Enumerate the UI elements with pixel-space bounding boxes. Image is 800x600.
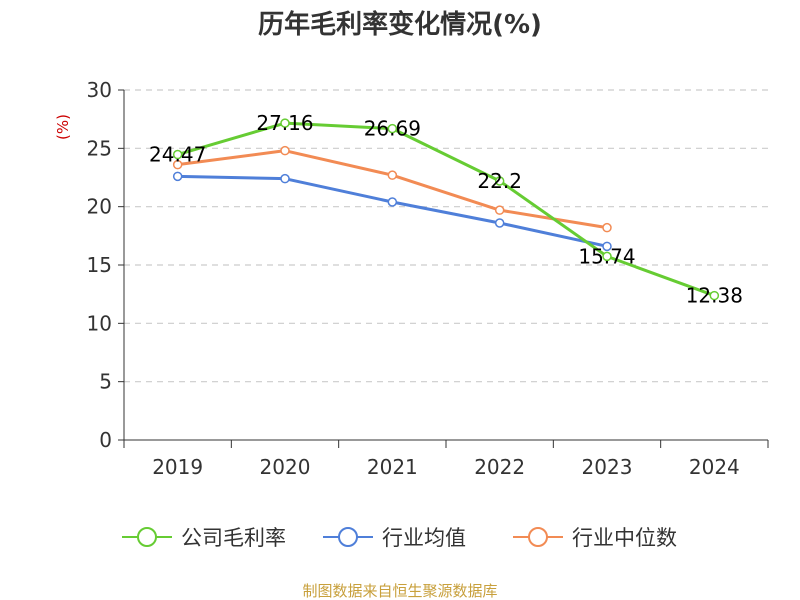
- data-point: [387, 197, 398, 207]
- x-tick-label: 2022: [474, 455, 525, 479]
- data-label: 27.16: [256, 111, 313, 135]
- data-point: [709, 290, 720, 301]
- data-point: [602, 241, 612, 252]
- legend-item-1[interactable]: 行业均值: [323, 526, 466, 550]
- gridlines: [124, 89, 768, 383]
- x-tick-label: 2021: [367, 455, 418, 479]
- data-point: [280, 145, 290, 156]
- legend-label: 行业中位数: [572, 526, 677, 550]
- data-point: [494, 176, 505, 186]
- data-point: [602, 222, 612, 233]
- legend-item-0[interactable]: 公司毛利率: [122, 526, 286, 550]
- x-tick-label: 2024: [689, 455, 740, 479]
- y-axis-label: (%): [54, 114, 72, 140]
- y-tick-label: 25: [87, 136, 112, 160]
- series-line-0: [177, 121, 715, 297]
- data-point: [280, 173, 290, 184]
- series-line-2: [177, 149, 608, 230]
- legend[interactable]: 公司毛利率 行业均值 行业中位数: [122, 526, 677, 550]
- x-tick-label: 2019: [152, 455, 203, 479]
- legend-marker: [528, 527, 548, 547]
- legend-label: 行业均值: [382, 526, 466, 550]
- legend-marker: [338, 527, 358, 547]
- data-label: 15.74: [578, 244, 635, 268]
- y-tick-label: 20: [87, 195, 112, 219]
- y-tick-label: 30: [87, 78, 112, 102]
- y-tick-label: 5: [99, 370, 112, 394]
- data-point: [172, 159, 183, 170]
- data-point: [387, 123, 398, 134]
- data-point: [494, 218, 505, 228]
- x-tick-label: 2020: [260, 455, 311, 479]
- data-point: [280, 118, 290, 128]
- series-group: [172, 118, 720, 301]
- y-tick-label: 15: [87, 253, 112, 277]
- legend-label: 公司毛利率: [181, 526, 286, 550]
- data-point: [172, 149, 183, 160]
- data-label: 24.47: [149, 143, 206, 167]
- data-label: 26.69: [364, 117, 421, 141]
- source-note: 制图数据来自恒生聚源数据库: [302, 582, 497, 600]
- data-labels: 24.47 27.16 26.69 22.2 15.74 12.38: [149, 111, 743, 307]
- y-tick-label: 10: [87, 311, 112, 335]
- axes: 0 5 10 15 20 25 30 2019 2020 2021 2022 2023 2024: [87, 78, 769, 479]
- legend-item-2[interactable]: 行业中位数: [513, 526, 677, 550]
- chart-title: 历年毛利率变化情况(%): [258, 9, 542, 40]
- data-point: [494, 205, 505, 215]
- data-point: [602, 251, 612, 262]
- data-label: 22.2: [477, 169, 522, 193]
- y-tick-label: 0: [99, 428, 112, 452]
- data-point: [387, 170, 398, 180]
- legend-marker: [137, 527, 157, 547]
- x-tick-label: 2023: [582, 455, 633, 479]
- data-label: 12.38: [686, 284, 743, 308]
- data-point: [172, 171, 183, 182]
